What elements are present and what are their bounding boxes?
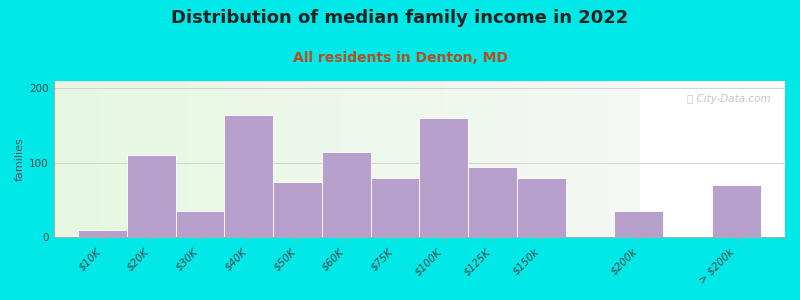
Bar (224, 115, 273, 237)
Text: ⓘ City-Data.com: ⓘ City-Data.com (686, 94, 770, 103)
Bar (78, 230, 126, 237)
Bar (322, 152, 370, 237)
Y-axis label: families: families (15, 137, 25, 181)
Text: Distribution of median family income in 2022: Distribution of median family income in … (171, 9, 629, 27)
Bar (273, 182, 322, 237)
Text: All residents in Denton, MD: All residents in Denton, MD (293, 51, 507, 65)
Bar (517, 178, 566, 237)
Bar (175, 212, 224, 237)
Bar (126, 155, 175, 237)
Bar (614, 212, 663, 237)
Bar (370, 178, 419, 237)
Bar (712, 185, 761, 237)
Bar (419, 118, 468, 237)
Bar (468, 167, 517, 237)
